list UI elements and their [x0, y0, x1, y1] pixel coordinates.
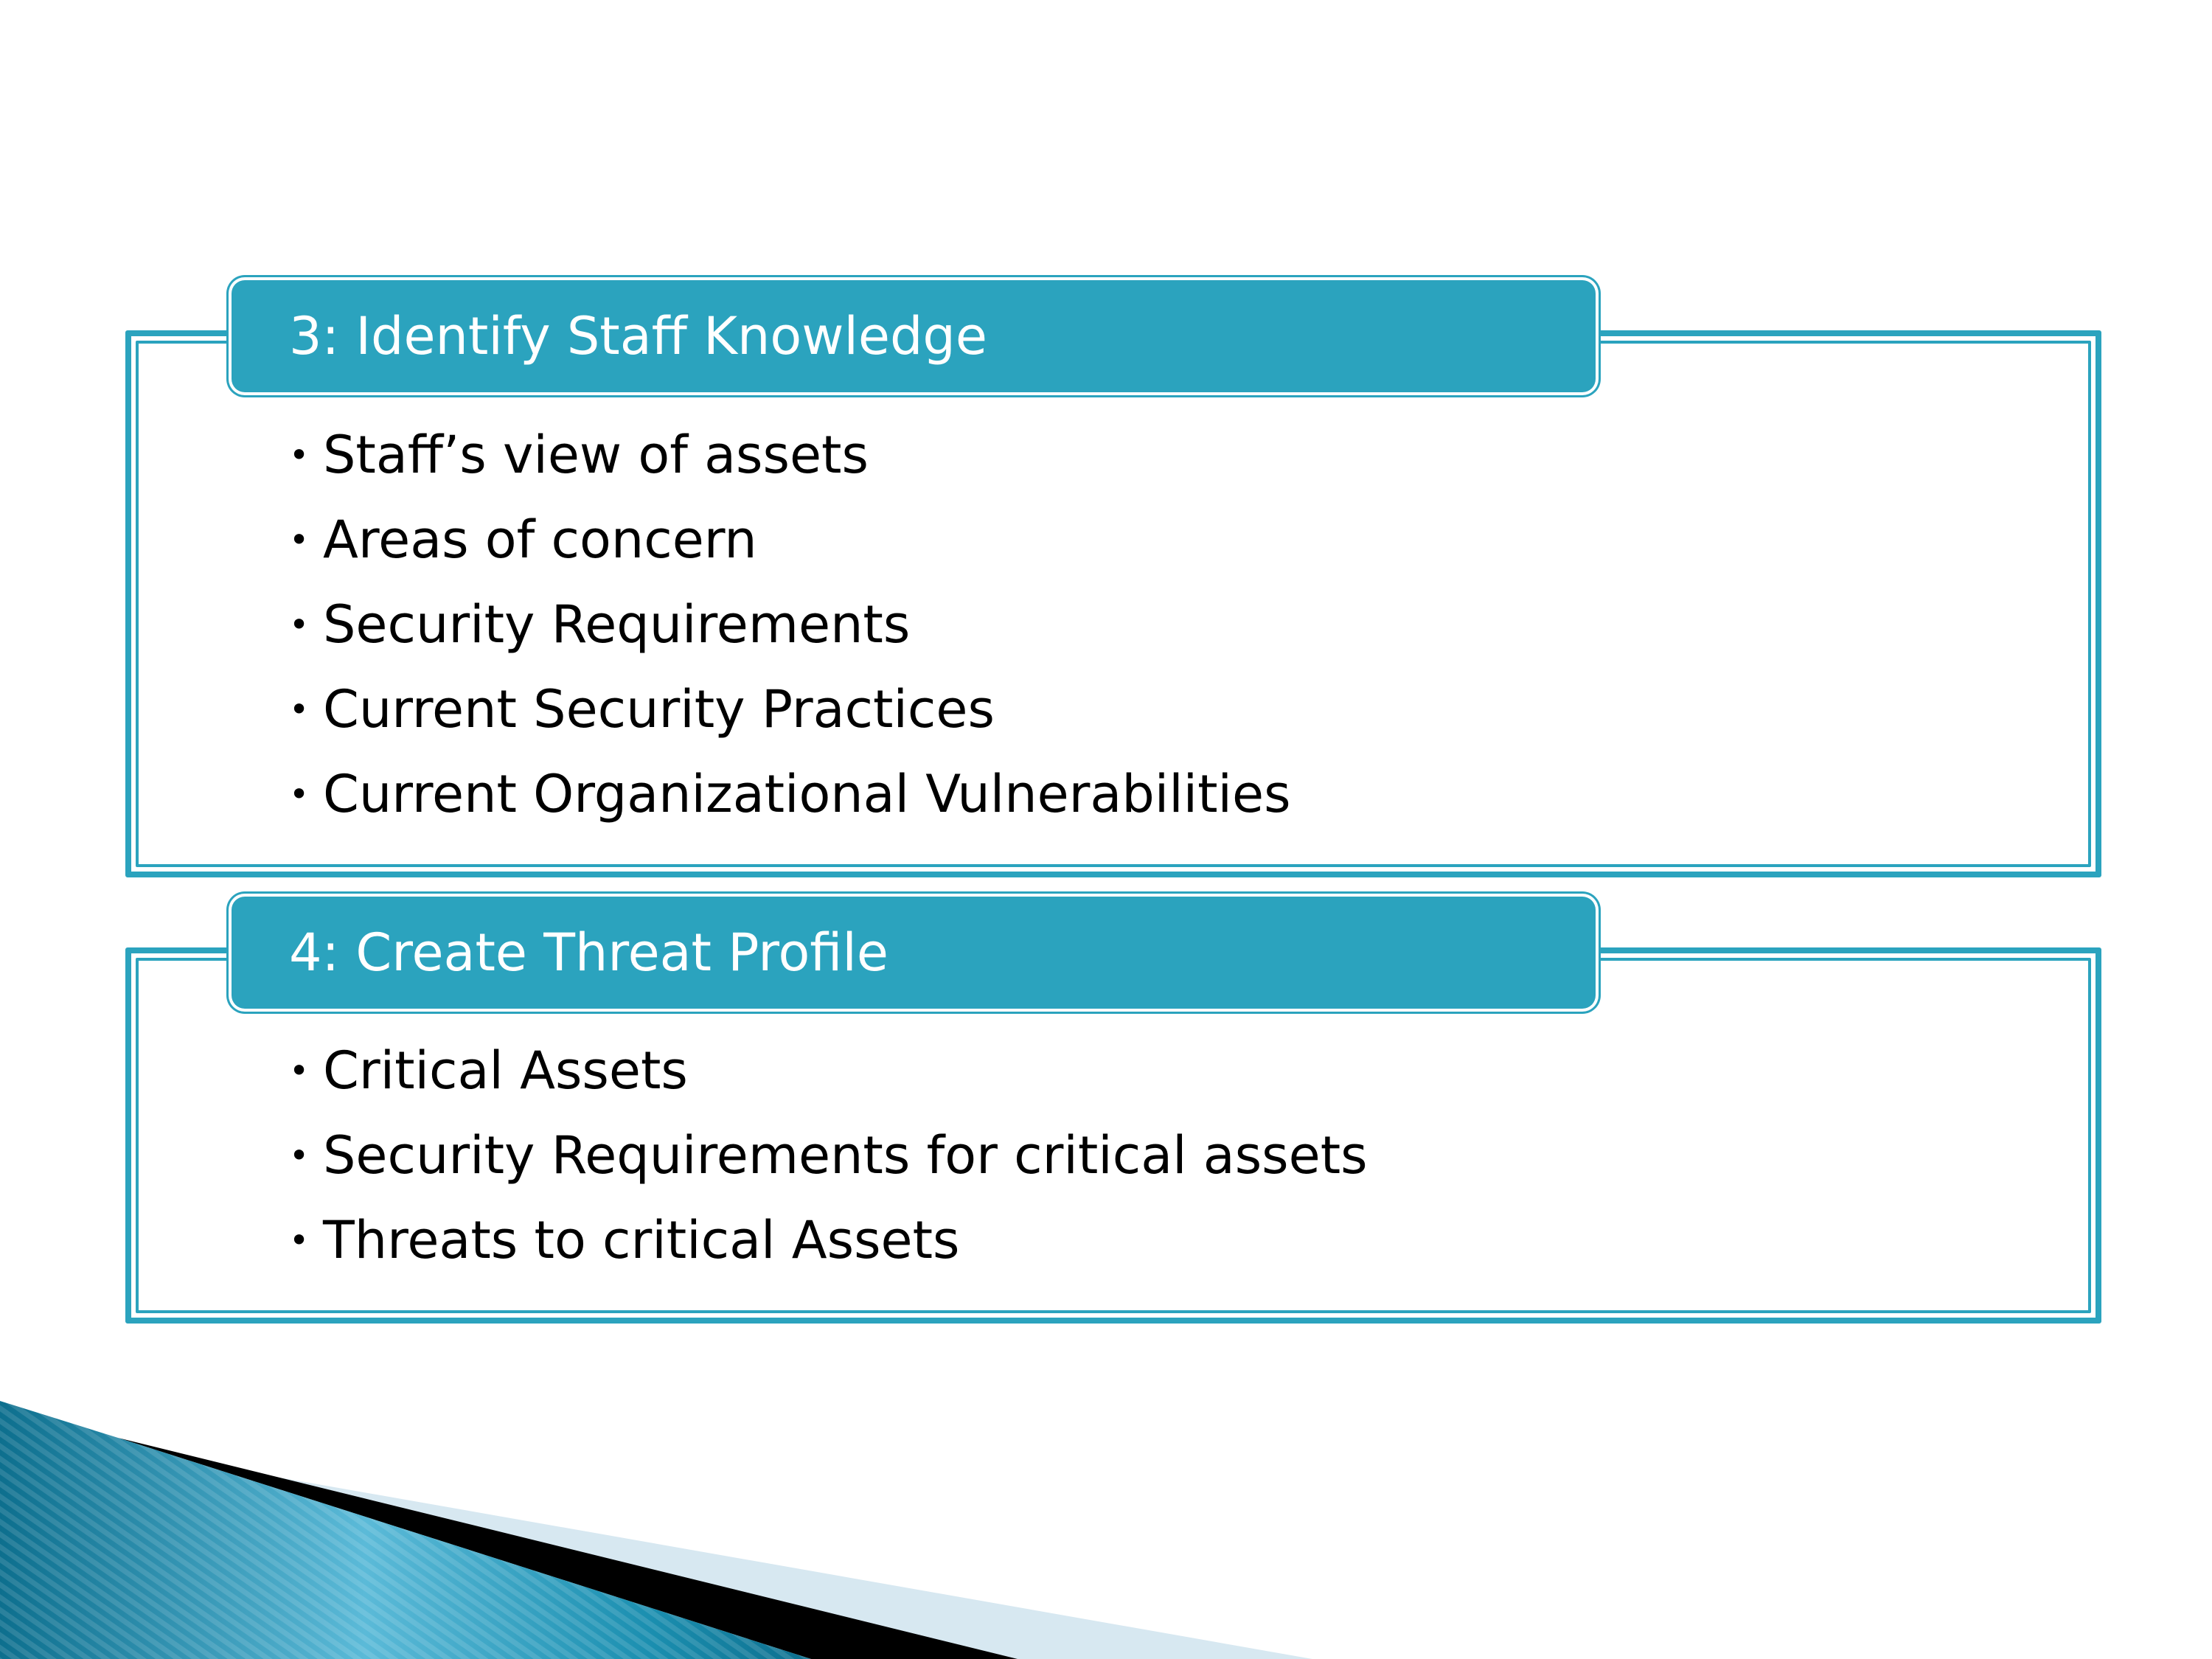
bullet-icon: • [289, 1051, 310, 1091]
section-heading-2: 4: Create Threat Profile [232, 897, 1596, 1009]
bullet-icon: • [289, 520, 310, 560]
pale-band-shape [221, 1467, 1312, 1659]
bullet-icon: • [289, 605, 310, 644]
section-1-bullet-list: • Staff’s view of assets • Areas of concer… [289, 413, 1291, 837]
teal-wedge-stripes [0, 1401, 811, 1659]
section-heading-1-text: 3: Identify Staff Knowledge [289, 306, 987, 366]
section-heading-1: 3: Identify Staff Knowledge [232, 280, 1596, 392]
list-item: • Security Requirements [289, 582, 1291, 667]
list-item: • Security Requirements for critical asse… [289, 1113, 1368, 1198]
bullet-icon: • [289, 435, 310, 475]
list-item: • Current Security Practices [289, 667, 1291, 752]
list-item: • Staff’s view of assets [289, 413, 1291, 498]
bullet-icon: • [289, 689, 310, 729]
list-item: • Areas of concern [289, 498, 1291, 582]
list-item: • Critical Assets [289, 1029, 1368, 1113]
list-item: • Current Organizational Vulnerabilities [289, 752, 1291, 837]
bullet-icon: • [289, 774, 310, 814]
section-2-bullet-list: • Critical Assets • Security Requirements … [289, 1029, 1368, 1283]
bullet-icon: • [289, 1135, 310, 1175]
bullet-icon: • [289, 1220, 310, 1260]
black-band-shape [118, 1438, 1018, 1659]
list-item: • Threats to critical Assets [289, 1198, 1368, 1283]
section-heading-2-text: 4: Create Threat Profile [289, 922, 888, 983]
